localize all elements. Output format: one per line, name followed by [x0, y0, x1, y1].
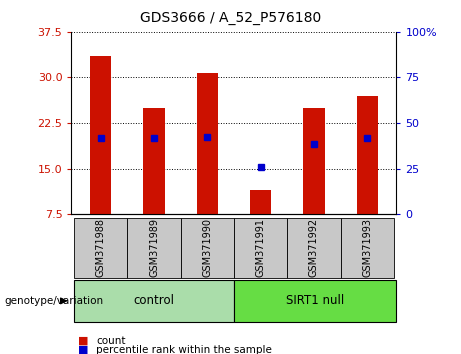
FancyBboxPatch shape [127, 218, 181, 278]
Text: GSM371989: GSM371989 [149, 218, 159, 277]
FancyBboxPatch shape [181, 218, 234, 278]
Bar [356, 96, 378, 214]
FancyBboxPatch shape [287, 218, 341, 278]
Text: GSM371991: GSM371991 [255, 218, 266, 277]
Bar [90, 56, 112, 214]
Text: GSM371988: GSM371988 [96, 218, 106, 277]
Text: SIRT1 null: SIRT1 null [286, 295, 344, 307]
Text: ■: ■ [78, 336, 89, 346]
Bar [143, 108, 165, 214]
Text: GSM371993: GSM371993 [362, 218, 372, 277]
Bar [197, 73, 218, 214]
Text: GSM371990: GSM371990 [202, 218, 213, 277]
FancyBboxPatch shape [74, 280, 234, 322]
FancyBboxPatch shape [234, 280, 396, 322]
Bar [303, 108, 325, 214]
Text: control: control [134, 295, 175, 307]
Bar [250, 190, 271, 214]
FancyBboxPatch shape [341, 218, 394, 278]
Text: count: count [96, 336, 125, 346]
Text: GSM371992: GSM371992 [309, 218, 319, 278]
Text: genotype/variation: genotype/variation [5, 296, 104, 306]
Text: ■: ■ [78, 345, 89, 354]
FancyBboxPatch shape [234, 218, 287, 278]
Text: GDS3666 / A_52_P576180: GDS3666 / A_52_P576180 [140, 11, 321, 25]
Text: percentile rank within the sample: percentile rank within the sample [96, 345, 272, 354]
FancyBboxPatch shape [74, 218, 127, 278]
